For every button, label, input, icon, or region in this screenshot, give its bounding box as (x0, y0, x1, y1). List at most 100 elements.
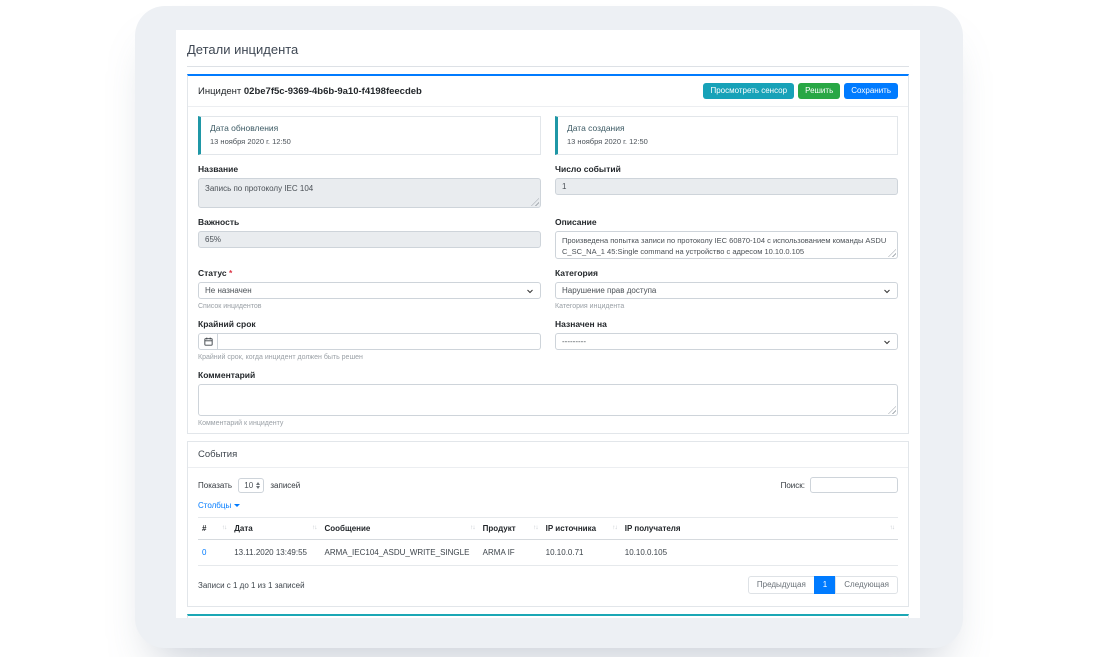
page-title: Детали инцидента (187, 42, 909, 67)
search-control: Поиск: (781, 477, 898, 493)
page-size-control: Показать 10 записей (198, 477, 301, 493)
column-header-product[interactable]: Продукт ↑↓ (478, 517, 542, 540)
sort-icon: ↑↓ (889, 524, 895, 531)
incident-label: Инцидент (198, 85, 242, 97)
pagination: Предыдущая 1 Следующая (747, 576, 898, 594)
column-header-message[interactable]: Сообщение ↑↓ (320, 517, 479, 540)
description-field-group: Описание Произведена попытка записи по п… (555, 217, 898, 259)
name-field-group: Название Запись по протоколу IEC 104 (198, 164, 541, 208)
comment-label: Комментарий (198, 370, 256, 380)
cell-dst-ip: 10.10.0.105 (620, 539, 898, 566)
category-label: Категория (555, 268, 598, 278)
chevron-down-icon (526, 287, 534, 295)
updated-date-box: Дата обновления 13 ноября 2020 г. 12:50 (198, 116, 541, 155)
column-header-src-ip[interactable]: IP источника ↑↓ (541, 517, 621, 540)
records-label: записей (270, 480, 301, 490)
importance-field-group: Важность 65% (198, 217, 541, 259)
required-asterisk: * (229, 268, 233, 278)
created-date-value: 13 ноября 2020 г. 12:50 (567, 137, 648, 146)
chevron-down-icon (883, 338, 891, 346)
table-row: 0 13.11.2020 13:49:55 ARMA_IEC104_ASDU_W… (198, 539, 898, 566)
name-textarea: Запись по протоколу IEC 104 (198, 178, 541, 208)
events-title: События (188, 442, 908, 468)
view-sensor-button[interactable]: Просмотреть сенсор (703, 83, 795, 99)
description-label: Описание (555, 217, 597, 227)
event-count-field-group: Число событий 1 (555, 164, 898, 208)
incident-card: Инцидент 02be7f5c-9369-4b6b-9a10-f4198fe… (187, 74, 909, 434)
category-select-value: Нарушение прав доступа (562, 286, 657, 295)
deadline-field-group: Крайний срок Крайний срок, когда инциден… (198, 319, 541, 361)
cell-message: ARMA_IEC104_ASDU_WRITE_SINGLE (320, 539, 479, 566)
columns-button[interactable]: Столбцы (188, 495, 908, 517)
name-label: Название (198, 164, 239, 174)
select-arrows-icon (256, 481, 261, 489)
event-count-input: 1 (555, 178, 898, 195)
category-select[interactable]: Нарушение прав доступа (555, 282, 898, 299)
columns-button-label: Столбцы (198, 501, 232, 510)
importance-label: Важность (198, 217, 240, 227)
status-field-group: Статус * Не назначен Список инцидентов (198, 268, 541, 310)
importance-input: 65% (198, 231, 541, 248)
created-date-box: Дата создания 13 ноября 2020 г. 12:50 (555, 116, 898, 155)
events-card: События Показать 10 записей Поиск: Столб… (187, 441, 909, 607)
cell-product: ARMA IF (478, 539, 542, 566)
status-label: Статус * (198, 268, 233, 278)
status-helper: Список инцидентов (198, 303, 262, 310)
incident-actions: Просмотреть сенсор Решить Сохранить (699, 83, 898, 99)
save-button[interactable]: Сохранить (844, 83, 898, 99)
status-select[interactable]: Не назначен (198, 282, 541, 299)
cell-src-ip: 10.10.0.71 (541, 539, 621, 566)
resolve-button[interactable]: Решить (798, 83, 841, 99)
records-info: Записи с 1 до 1 из 1 записей (198, 580, 305, 590)
sort-icon: ↑↓ (470, 524, 475, 531)
events-footer: Записи с 1 до 1 из 1 записей Предыдущая … (188, 566, 908, 606)
column-header-dst-ip[interactable]: IP получателя ↑↓ (620, 517, 898, 540)
calendar-icon[interactable] (198, 333, 218, 350)
sort-icon: ↑↓ (612, 524, 617, 531)
comment-textarea[interactable] (198, 384, 898, 416)
category-helper: Категория инцидента (555, 303, 625, 310)
sort-icon: ↑↓ (311, 524, 317, 531)
column-header-date[interactable]: Дата ↑↓ (230, 517, 321, 540)
deadline-helper: Крайний срок, когда инцидент должен быть… (198, 354, 363, 361)
comment-helper: Комментарий к инциденту (198, 420, 284, 427)
chevron-down-icon (883, 287, 891, 295)
sort-icon: ↑↓ (533, 524, 538, 531)
pagination-page-1-button[interactable]: 1 (813, 576, 837, 594)
events-table: # ↑↓ Дата ↑↓ Сообщение ↑↓ Продукт ↑↓ IP исто… (198, 517, 898, 566)
deadline-input[interactable] (218, 333, 541, 350)
page-size-value: 10 (244, 480, 254, 490)
show-label: Показать (198, 480, 233, 490)
device-frame: Детали инцидента Инцидент 02be7f5c-9369-… (135, 6, 963, 648)
created-date-label: Дата создания (567, 123, 625, 133)
event-row-link[interactable]: 0 (202, 548, 207, 557)
table-header-row: # ↑↓ Дата ↑↓ Сообщение ↑↓ Продукт ↑↓ IP исто… (198, 517, 898, 540)
pagination-prev-button[interactable]: Предыдущая (747, 576, 815, 594)
recommendations-title: Рекомендации по решению (188, 616, 908, 618)
column-header-index[interactable]: # ↑↓ (198, 517, 231, 540)
caret-down-icon (234, 504, 241, 508)
category-field-group: Категория Нарушение прав доступа Категор… (555, 268, 898, 310)
assigned-field-group: Назначен на --------- (555, 319, 898, 361)
incident-form: Дата обновления 13 ноября 2020 г. 12:50 … (188, 107, 908, 433)
content-area: Детали инцидента Инцидент 02be7f5c-9369-… (176, 30, 920, 618)
incident-id-line: Инцидент 02be7f5c-9369-4b6b-9a10-f4198fe… (198, 86, 422, 97)
event-count-label: Число событий (555, 164, 621, 174)
cell-date: 13.11.2020 13:49:55 (230, 539, 321, 566)
events-controls: Показать 10 записей Поиск: (188, 468, 908, 495)
search-input[interactable] (810, 477, 898, 493)
sort-icon: ↑↓ (221, 524, 227, 531)
updated-date-value: 13 ноября 2020 г. 12:50 (210, 137, 291, 146)
deadline-label: Крайний срок (198, 319, 256, 329)
assigned-select[interactable]: --------- (555, 333, 898, 350)
description-textarea[interactable]: Произведена попытка записи по протоколу … (555, 231, 898, 259)
incident-header: Инцидент 02be7f5c-9369-4b6b-9a10-f4198fe… (188, 76, 908, 107)
search-label: Поиск: (780, 480, 805, 490)
incident-id: 02be7f5c-9369-4b6b-9a10-f4198feecdeb (243, 85, 422, 97)
comment-field-group: Комментарий Комментарий к инциденту (198, 370, 898, 427)
page-size-select[interactable]: 10 (238, 477, 265, 493)
pagination-next-button[interactable]: Следующая (835, 576, 898, 594)
assigned-select-value: --------- (562, 337, 586, 346)
status-select-value: Не назначен (205, 286, 252, 295)
updated-date-label: Дата обновления (210, 123, 279, 133)
